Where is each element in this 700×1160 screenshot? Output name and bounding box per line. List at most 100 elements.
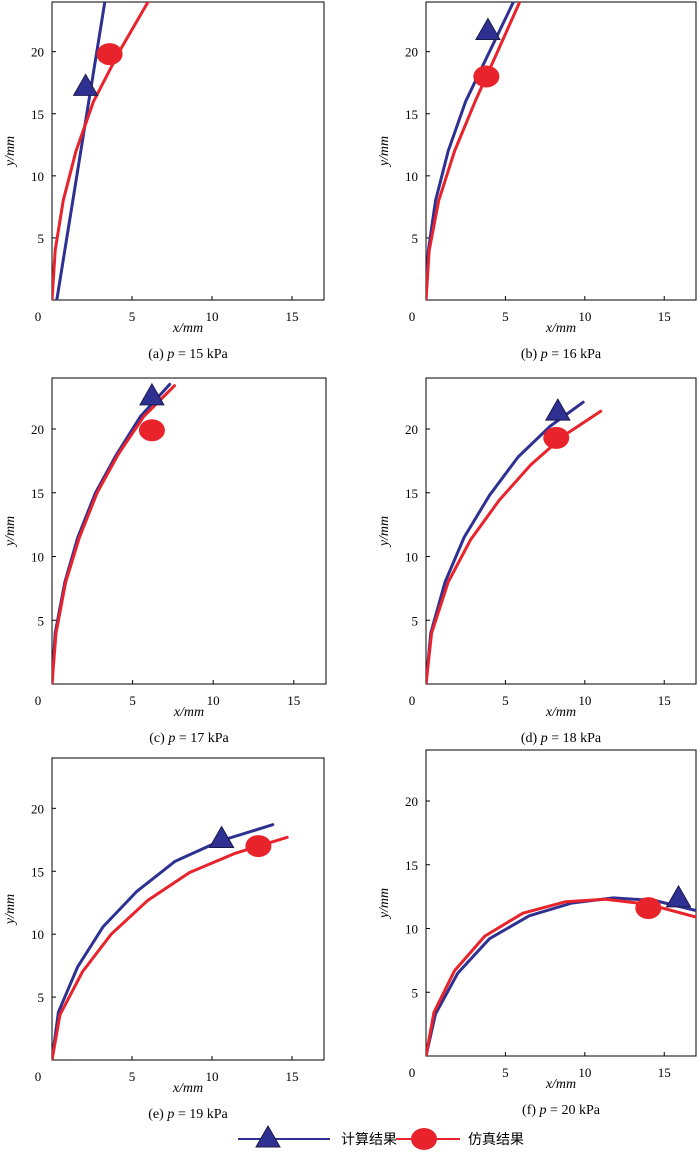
panel-caption: (e) p = 19 kPa bbox=[148, 1107, 228, 1122]
x-tick-label: 10 bbox=[206, 1069, 219, 1084]
calculated-marker bbox=[139, 382, 165, 406]
calculated-curve bbox=[55, 2, 107, 300]
simulated-marker bbox=[543, 426, 570, 449]
legend: 计算结果 仿真结果 bbox=[238, 1124, 524, 1150]
caption-variable: p bbox=[540, 731, 548, 746]
y-tick-label: 15 bbox=[405, 107, 418, 122]
simulated-curve bbox=[426, 409, 603, 684]
calculated-marker bbox=[665, 884, 692, 908]
simulated-marker bbox=[245, 835, 272, 858]
x-tick-label: 10 bbox=[207, 693, 220, 708]
caption-prefix: (e) bbox=[148, 1107, 167, 1122]
chart-panel-d: 0 5 10 15 5 10 15 20 x/mm y/mm (d) p = 18 kPa bbox=[377, 377, 697, 746]
x-tick-label: 5 bbox=[502, 309, 509, 324]
x-axis-label: x/mm bbox=[545, 1077, 576, 1092]
calculated-marker bbox=[475, 17, 501, 41]
x-axis-label: x/mm bbox=[172, 1081, 203, 1096]
chart-panel-c: 0 5 10 15 5 10 15 20 x/mm y/mm (c) p = 17 kPa bbox=[3, 377, 327, 746]
y-tick-label: 20 bbox=[31, 45, 44, 60]
plot-frame bbox=[51, 757, 325, 1061]
caption-variable: p bbox=[166, 1107, 174, 1122]
x-tick-label: 5 bbox=[502, 1065, 509, 1080]
series-group bbox=[52, 382, 176, 684]
series-group bbox=[52, 823, 289, 1060]
x-tick-label: 0 bbox=[409, 309, 416, 324]
caption-value: = 16 kPa bbox=[548, 347, 602, 362]
x-tick-label: 10 bbox=[578, 309, 591, 324]
caption-value: = 20 kPa bbox=[547, 1103, 601, 1118]
x-tick-label: 10 bbox=[206, 309, 219, 324]
y-tick-label: 5 bbox=[38, 613, 45, 628]
legend-simulated-marker bbox=[411, 1128, 437, 1150]
x-tick-label: 0 bbox=[409, 1065, 416, 1080]
legend-calculated-marker bbox=[255, 1124, 281, 1148]
chart-panel-a: 0 5 10 15 5 10 15 20 x/mm y/mm (a) p = 15 kPa bbox=[3, 1, 325, 362]
y-tick-label: 20 bbox=[31, 422, 44, 437]
legend-simulated-label: 仿真结果 bbox=[468, 1132, 524, 1148]
y-tick-label: 15 bbox=[405, 486, 418, 501]
series-group bbox=[426, 400, 603, 684]
x-axis-label: x/mm bbox=[173, 705, 204, 720]
calculated-marker bbox=[208, 825, 235, 849]
x-tick-label: 0 bbox=[35, 1069, 42, 1084]
y-axis-label: y/mm bbox=[377, 516, 392, 548]
simulated-curve bbox=[52, 2, 150, 300]
caption-variable: p bbox=[540, 347, 548, 362]
y-axis-label: y/mm bbox=[3, 136, 18, 168]
series-group bbox=[426, 2, 522, 300]
plot-frame bbox=[425, 377, 697, 685]
x-tick-label: 15 bbox=[658, 1065, 671, 1080]
plot-frame bbox=[51, 377, 327, 685]
x-axis-label: x/mm bbox=[545, 321, 576, 336]
y-tick-label: 10 bbox=[405, 550, 418, 565]
y-tick-label: 15 bbox=[31, 486, 44, 501]
x-tick-label: 15 bbox=[286, 309, 299, 324]
x-tick-label: 10 bbox=[578, 693, 591, 708]
panel-caption: (d) p = 18 kPa bbox=[521, 731, 602, 746]
x-tick-label: 0 bbox=[409, 693, 416, 708]
y-axis-label: y/mm bbox=[377, 888, 392, 920]
caption-value: = 17 kPa bbox=[175, 731, 229, 746]
caption-prefix: (d) bbox=[521, 731, 541, 746]
y-tick-label: 15 bbox=[31, 107, 44, 122]
caption-prefix: (b) bbox=[521, 347, 541, 362]
y-tick-label: 5 bbox=[38, 990, 45, 1005]
y-tick-label: 5 bbox=[412, 231, 419, 246]
y-axis-label: y/mm bbox=[3, 894, 18, 926]
x-tick-label: 0 bbox=[35, 309, 42, 324]
y-axis-label: y/mm bbox=[3, 516, 18, 548]
x-tick-label: 15 bbox=[287, 693, 300, 708]
x-tick-label: 5 bbox=[129, 1069, 136, 1084]
panel-caption: (b) p = 16 kPa bbox=[521, 347, 602, 362]
simulated-marker bbox=[96, 43, 123, 66]
x-tick-label: 5 bbox=[129, 693, 136, 708]
simulated-marker bbox=[138, 419, 165, 442]
caption-value: = 15 kPa bbox=[174, 347, 228, 362]
simulated-marker bbox=[635, 897, 662, 920]
y-tick-label: 15 bbox=[405, 858, 418, 873]
calculated-marker bbox=[72, 73, 99, 96]
caption-prefix: (a) bbox=[148, 347, 167, 362]
panel-caption: (c) p = 17 kPa bbox=[149, 731, 229, 746]
caption-prefix: (c) bbox=[149, 731, 168, 746]
y-tick-label: 5 bbox=[412, 613, 419, 628]
caption-prefix: (f) bbox=[522, 1103, 540, 1118]
simulated-curve bbox=[52, 835, 289, 1060]
series-group bbox=[52, 2, 150, 300]
plot-frame bbox=[51, 1, 325, 301]
simulated-curve bbox=[426, 2, 522, 300]
y-tick-label: 10 bbox=[31, 550, 44, 565]
calculated-curve bbox=[426, 896, 696, 1056]
y-tick-label: 10 bbox=[31, 927, 44, 942]
plot-frame bbox=[425, 1, 697, 301]
simulated-curve bbox=[52, 384, 176, 684]
x-axis-label: x/mm bbox=[545, 705, 576, 720]
simulated-curve bbox=[426, 897, 696, 1056]
y-tick-label: 10 bbox=[405, 922, 418, 937]
y-tick-label: 5 bbox=[38, 231, 45, 246]
y-tick-label: 15 bbox=[31, 864, 44, 879]
y-tick-label: 20 bbox=[405, 422, 418, 437]
y-tick-label: 10 bbox=[405, 169, 418, 184]
x-tick-label: 5 bbox=[129, 309, 136, 324]
